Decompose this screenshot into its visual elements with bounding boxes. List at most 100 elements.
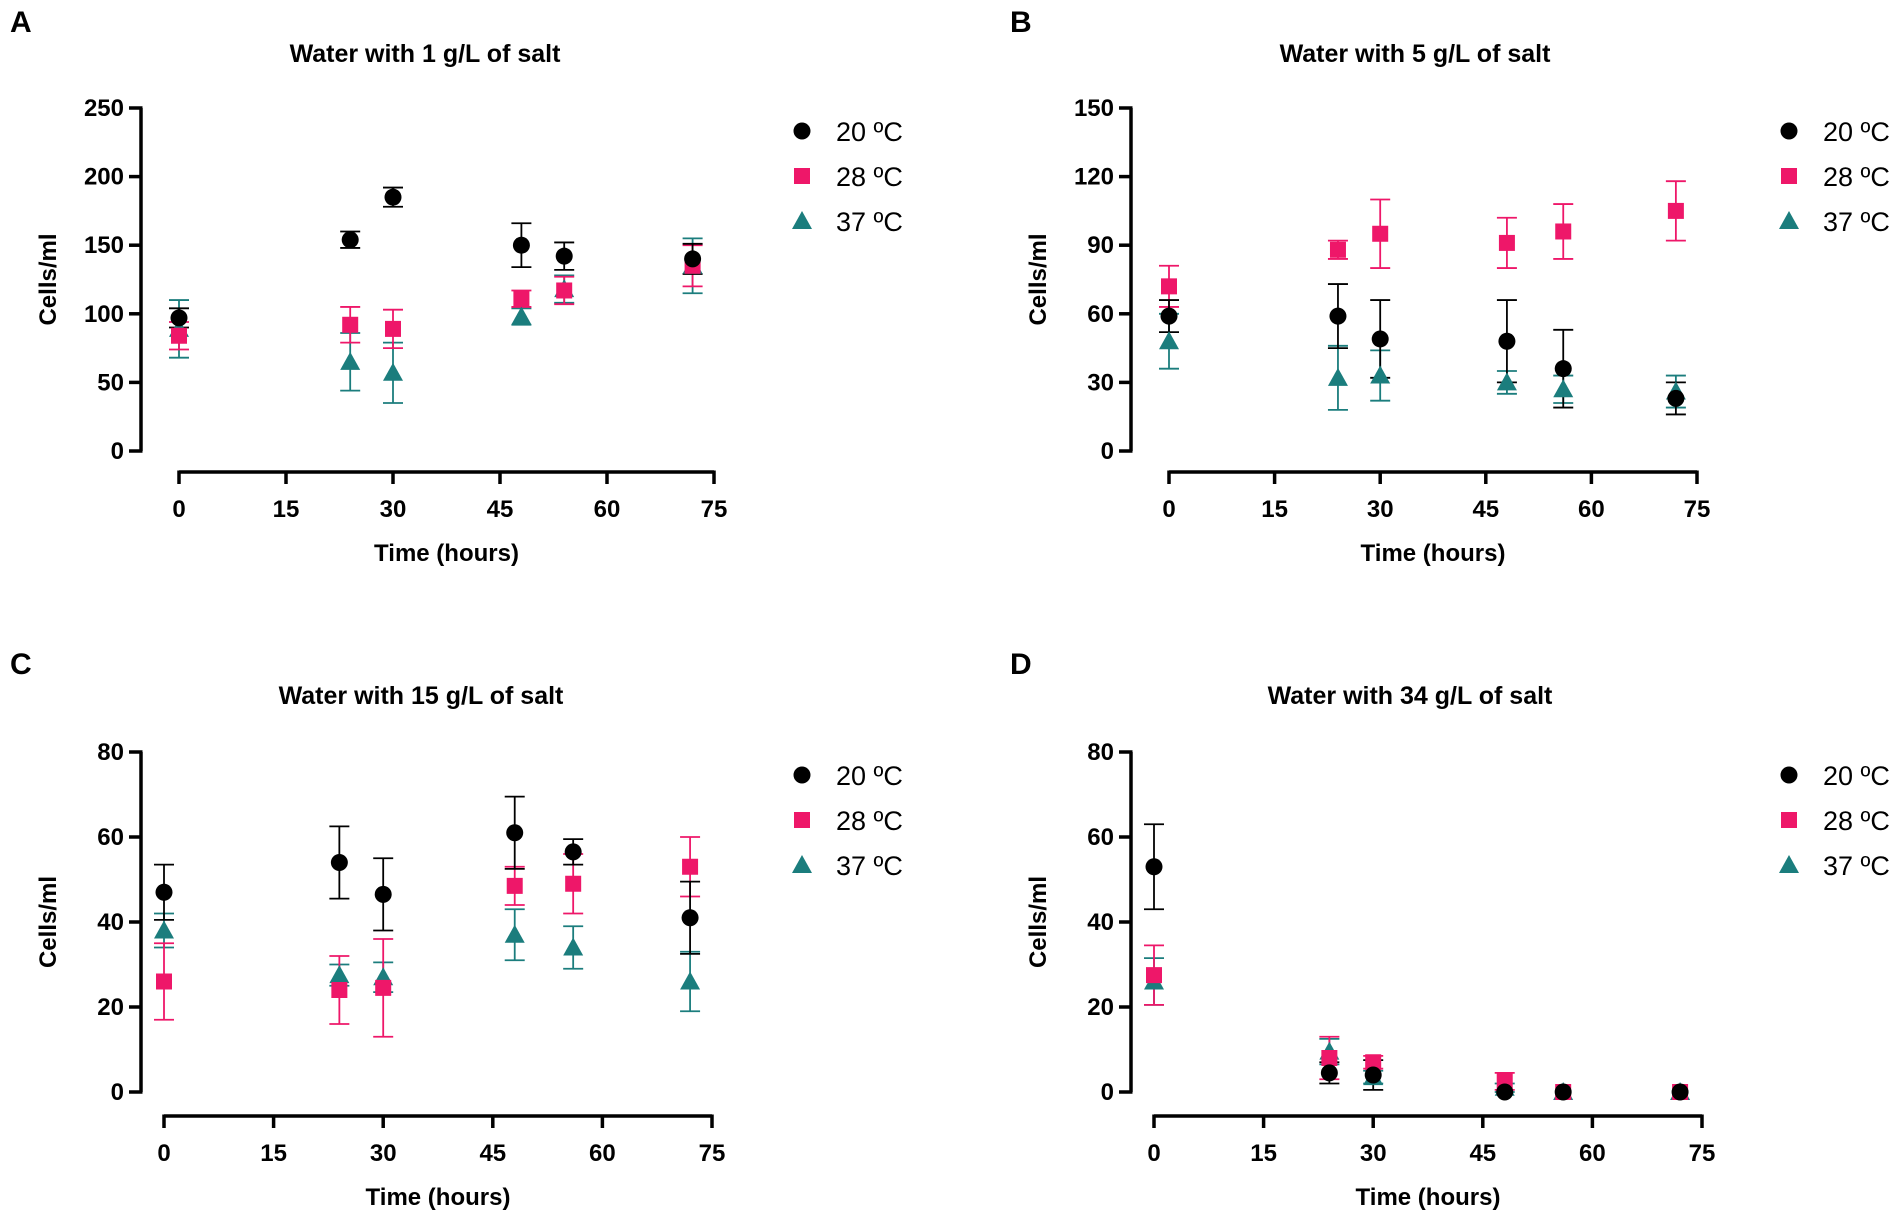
- data-point-triangle: [1496, 372, 1517, 391]
- legend-marker-circle: [1780, 122, 1798, 140]
- legend-label: 20 ºC: [1823, 761, 1890, 791]
- y-tick-label: 200: [84, 164, 124, 191]
- x-tick-label: 60: [1578, 496, 1605, 523]
- data-point-circle: [1667, 389, 1685, 407]
- y-axis-label: Cells/ml: [1025, 876, 1052, 968]
- data-point-circle: [1371, 330, 1389, 348]
- data-point-circle: [384, 188, 402, 206]
- data-point-circle: [564, 843, 582, 861]
- panel-c: C Water with 15 g/L of salt 0 20 40 60 80 0 15 30…: [10, 648, 903, 1211]
- data-point-square: [171, 327, 187, 344]
- x-tick-label: 0: [157, 1140, 170, 1167]
- chart-title: Water with 5 g/L of salt: [1280, 40, 1552, 68]
- data-point-triangle: [329, 965, 350, 984]
- x-tick-label: 45: [479, 1140, 506, 1167]
- data-point-circle: [506, 824, 524, 842]
- chart-title: Water with 15 g/L of salt: [279, 682, 564, 710]
- x-tick-label: 75: [1689, 1140, 1716, 1167]
- chart-title: Water with 1 g/L of salt: [290, 40, 562, 68]
- data-point-triangle: [511, 306, 532, 325]
- y-tick-label: 30: [1087, 369, 1114, 396]
- legend-label: 37 ºC: [1823, 207, 1890, 237]
- x-tick-label: 45: [1472, 496, 1499, 523]
- data-point-square: [1146, 967, 1162, 984]
- data-point-circle: [681, 909, 699, 927]
- data-point-square: [1321, 1050, 1338, 1066]
- data-point-square: [342, 316, 359, 333]
- data-point-triangle: [383, 362, 403, 381]
- y-tick-label: 20: [97, 994, 124, 1021]
- legend: 20 ºC 28 ºC 37 ºC: [792, 761, 903, 881]
- x-tick-label: 15: [273, 496, 300, 523]
- legend-label: 37 ºC: [1823, 851, 1890, 881]
- data-point-square: [1498, 234, 1515, 251]
- x-tick-label: 0: [1147, 1140, 1160, 1167]
- legend: 20 ºC 28 ºC 37 ºC: [1779, 761, 1890, 881]
- legend-label: 20 ºC: [1823, 117, 1890, 147]
- data-point-circle: [155, 883, 173, 901]
- y-tick-label: 120: [1074, 164, 1114, 191]
- y-tick-label: 250: [84, 95, 124, 122]
- x-axis-label: Time (hours): [1356, 1184, 1501, 1211]
- legend: 20 ºC 28 ºC 37 ºC: [792, 117, 903, 237]
- data-point-square: [375, 979, 392, 996]
- x-tick-label: 30: [1360, 1140, 1387, 1167]
- data-point-triangle: [504, 924, 525, 943]
- legend-label: 37 ºC: [836, 851, 903, 881]
- data-point-triangle: [1370, 365, 1391, 384]
- panel-letter: A: [10, 6, 32, 39]
- data-point-circle: [1496, 1083, 1514, 1101]
- data-point-square: [513, 290, 530, 307]
- data-point-square: [156, 973, 172, 990]
- legend-marker-square: [794, 812, 810, 828]
- panel-d: D Water with 34 g/L of salt 0 20 40 60 80 0 15 30…: [1010, 648, 1890, 1211]
- data-point-triangle: [1159, 331, 1179, 350]
- legend-label: 28 ºC: [1823, 806, 1890, 836]
- x-axis-label: Time (hours): [374, 540, 519, 567]
- data-point-square: [556, 282, 573, 299]
- x-tick-label: 75: [701, 496, 728, 523]
- x-tick-label: 60: [1579, 1140, 1606, 1167]
- legend-marker-square: [1781, 168, 1797, 184]
- data-point-circle: [170, 309, 188, 327]
- x-tick-label: 45: [1469, 1140, 1496, 1167]
- data-point-circle: [555, 247, 573, 265]
- panel-letter: D: [1010, 648, 1032, 681]
- x-tick-label: 0: [1162, 496, 1175, 523]
- x-tick-label: 60: [594, 496, 621, 523]
- data-point-circle: [1554, 360, 1572, 378]
- data-point-circle: [1320, 1064, 1338, 1082]
- data-point-triangle: [154, 920, 174, 939]
- x-tick-label: 75: [699, 1140, 726, 1167]
- legend-label: 28 ºC: [836, 806, 903, 836]
- data-point-circle: [374, 885, 392, 903]
- legend-marker-triangle: [1779, 211, 1799, 229]
- data-point-circle: [1145, 858, 1163, 876]
- data-point-square: [1667, 202, 1684, 219]
- y-tick-label: 0: [111, 1079, 124, 1106]
- y-tick-label: 150: [1074, 95, 1114, 122]
- data-point-triangle: [1553, 379, 1574, 398]
- y-tick-label: 60: [1087, 824, 1114, 851]
- x-tick-label: 15: [1250, 1140, 1277, 1167]
- x-tick-label: 45: [487, 496, 514, 523]
- data-point-triangle: [1327, 367, 1348, 386]
- y-tick-label: 40: [1087, 909, 1114, 936]
- legend-marker-triangle: [1779, 855, 1799, 873]
- x-axis-label: Time (hours): [366, 1184, 511, 1211]
- y-tick-label: 40: [97, 909, 124, 936]
- y-tick-label: 20: [1087, 994, 1114, 1021]
- legend-label: 20 ºC: [836, 117, 903, 147]
- panel-letter: B: [1010, 6, 1032, 39]
- x-tick-label: 30: [370, 1140, 397, 1167]
- y-tick-label: 80: [1087, 739, 1114, 766]
- x-tick-label: 30: [380, 496, 407, 523]
- data-point-square: [1365, 1054, 1382, 1071]
- data-point-square: [385, 320, 401, 337]
- data-point-square: [1372, 225, 1389, 242]
- y-tick-label: 100: [84, 301, 124, 328]
- x-tick-label: 75: [1684, 496, 1711, 523]
- data-point-square: [506, 877, 523, 894]
- legend-label: 20 ºC: [836, 761, 903, 791]
